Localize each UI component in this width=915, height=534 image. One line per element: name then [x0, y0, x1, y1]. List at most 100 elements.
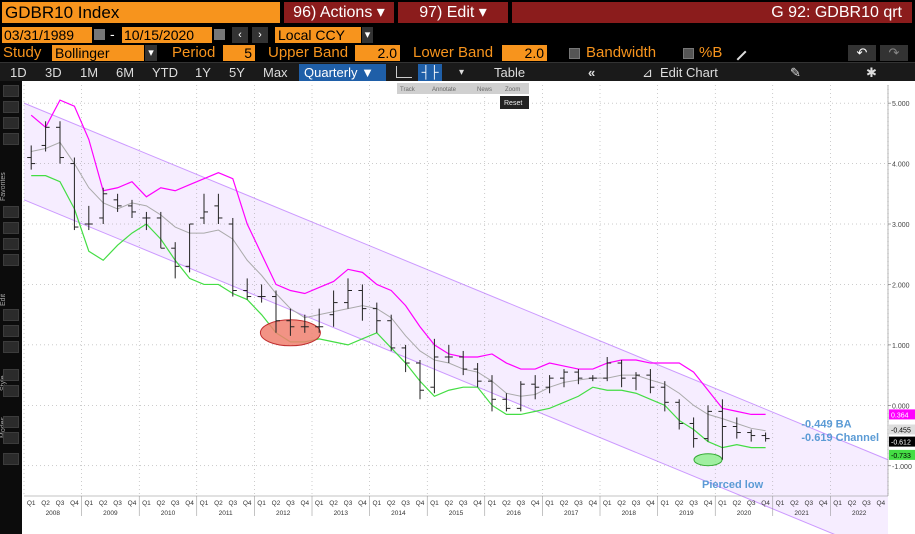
x-quarter-label: Q4: [588, 500, 597, 507]
copy-tool-icon[interactable]: [3, 341, 19, 353]
delete-tool-icon[interactable]: [3, 325, 19, 337]
gear-icon[interactable]: [3, 453, 19, 465]
next-period-button[interactable]: ›: [252, 27, 268, 43]
upper-band-input[interactable]: 2.0: [355, 45, 400, 61]
prev-period-button[interactable]: ‹: [232, 27, 248, 43]
date-separator: -: [110, 26, 115, 42]
frequency-select[interactable]: Quarterly ▼: [299, 64, 386, 81]
header-bar: GDBR10 Index 96) Actions ▾ 97) Edit ▾ G …: [0, 0, 915, 26]
ohlc-bar: [113, 193, 122, 212]
cursor-tool-icon[interactable]: [3, 85, 19, 97]
x-quarter-label: Q2: [272, 500, 281, 507]
x-year-label: 2017: [564, 510, 579, 517]
x-quarter-label: Q1: [776, 500, 785, 507]
chevron-down-icon[interactable]: ▾: [362, 27, 373, 43]
sidebar-label-edit: Edit: [0, 293, 7, 306]
calendar-icon[interactable]: [94, 29, 105, 40]
range-1d[interactable]: 1D: [10, 65, 27, 80]
x-quarter-label: Q1: [718, 500, 727, 507]
period-input[interactable]: 5: [223, 45, 255, 61]
currency-select[interactable]: Local CCY: [275, 27, 361, 43]
ohlc-bar: [473, 363, 482, 388]
ohlc-bar: [185, 223, 194, 273]
x-quarter-label: Q1: [603, 500, 612, 507]
mini-track-button[interactable]: Track: [400, 87, 416, 93]
x-quarter-label: Q3: [862, 500, 871, 507]
line-tool-icon[interactable]: [3, 101, 19, 113]
line-chart-icon[interactable]: [396, 66, 412, 78]
actions-menu-button[interactable]: 96) Actions ▾: [284, 2, 394, 23]
mini-toolbar-bg: [397, 83, 529, 94]
ohlc-bar: [632, 372, 640, 391]
ohlc-bar: [617, 360, 626, 388]
x-quarter-label: Q4: [473, 500, 482, 507]
ohlc-bar: [84, 205, 93, 231]
gear-icon[interactable]: ✱: [866, 65, 877, 80]
annotate-icon[interactable]: ✎: [790, 65, 801, 80]
collapse-icon[interactable]: «: [588, 65, 596, 80]
regression-channel-fill: [24, 103, 888, 534]
reset-button-bg: [500, 96, 529, 109]
channel-annotation: -0.619 Channel: [801, 432, 879, 444]
x-quarter-label: Q1: [27, 500, 36, 507]
x-year-label: 2021: [794, 510, 809, 517]
channel-tool-icon[interactable]: [3, 206, 19, 218]
range-max[interactable]: Max: [263, 65, 288, 80]
x-quarter-label: Q1: [430, 500, 439, 507]
x-quarter-label: Q3: [344, 500, 353, 507]
ohlc-bar: [171, 242, 180, 279]
middle-band-line: [31, 141, 766, 432]
mini-annotate-button[interactable]: Annotate: [432, 87, 457, 93]
study-select[interactable]: Bollinger: [52, 45, 144, 61]
fib-tool-icon[interactable]: [3, 222, 19, 234]
chevron-down-icon[interactable]: ▾: [145, 45, 157, 61]
x-quarter-label: Q3: [804, 500, 813, 507]
mini-zoom-button[interactable]: Zoom: [505, 87, 520, 93]
x-quarter-label: Q4: [358, 500, 367, 507]
redo-icon[interactable]: ↷: [880, 45, 908, 61]
x-year-label: 2015: [449, 510, 464, 517]
calendar-icon[interactable]: [214, 29, 225, 40]
x-quarter-label: Q1: [257, 500, 266, 507]
x-quarter-label: Q4: [128, 500, 137, 507]
lower-band-input[interactable]: 2.0: [502, 45, 547, 61]
grid-tool-icon[interactable]: [3, 254, 19, 266]
shape-tool-icon[interactable]: [3, 238, 19, 250]
range-1m[interactable]: 1M: [80, 65, 99, 80]
undo-icon[interactable]: ↶: [848, 45, 876, 61]
table-button[interactable]: Table: [494, 65, 526, 80]
mode-tool-icon[interactable]: [3, 416, 19, 428]
color-tool-icon[interactable]: [3, 369, 19, 381]
range-5y[interactable]: 5Y: [229, 65, 245, 80]
link-tool-icon[interactable]: [3, 432, 19, 444]
edit-chart-icon[interactable]: ⊿: [642, 65, 653, 80]
pencil-icon[interactable]: [729, 43, 747, 61]
chart-background: [22, 81, 915, 534]
end-date-input[interactable]: 10/15/2020: [122, 27, 212, 43]
font-tool-icon[interactable]: [3, 385, 19, 397]
pctb-checkbox[interactable]: [683, 48, 694, 59]
ohlc-bar-icon[interactable]: ┤├: [418, 64, 442, 81]
ohlc-bar: [704, 405, 712, 442]
range-3d[interactable]: 3D: [45, 65, 62, 80]
ticker-field[interactable]: GDBR10 Index: [2, 2, 280, 23]
edit-menu-button[interactable]: 97) Edit ▾: [398, 2, 508, 23]
range-6m[interactable]: 6M: [116, 65, 135, 80]
text-tool-icon[interactable]: [3, 117, 19, 129]
x-quarter-label: Q3: [747, 500, 756, 507]
range-ytd[interactable]: YTD: [152, 65, 178, 80]
ohlc-bar: [732, 417, 741, 439]
bandwidth-checkbox[interactable]: [569, 48, 580, 59]
chevron-down-icon[interactable]: ▾: [459, 67, 465, 78]
reset-button[interactable]: Reset: [504, 100, 522, 107]
edit-chart-button[interactable]: Edit Chart: [660, 65, 718, 80]
bond-yield-chart[interactable]: 5.000 4.000 3.000 2.000 1.000 0.000 -1.000 0.36…: [22, 81, 915, 534]
ohlc-bar: [358, 284, 367, 321]
range-1y[interactable]: 1Y: [195, 65, 211, 80]
select-tool-icon[interactable]: [3, 309, 19, 321]
trend-tool-icon[interactable]: [3, 133, 19, 145]
start-date-input[interactable]: 03/31/1989: [2, 27, 92, 43]
y-tick-label: 0.000: [892, 403, 910, 410]
x-year-label: 2016: [506, 510, 521, 517]
mini-news-button[interactable]: News: [477, 87, 492, 93]
